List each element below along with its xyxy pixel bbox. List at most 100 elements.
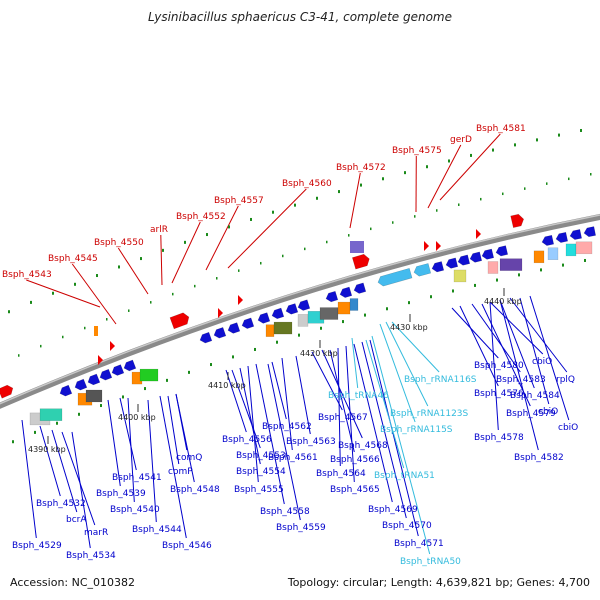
reverse-track-dot (342, 320, 344, 324)
rna-gene-label: Bsph_rRNA1123S (390, 409, 469, 419)
inner-track-dot (392, 221, 394, 224)
forward-track-dot (470, 153, 472, 157)
reverse-leader-line (345, 345, 355, 483)
reverse-track-dot (232, 355, 234, 359)
reverse-track-dot (254, 347, 256, 351)
forward-gene-label: gerD (450, 135, 472, 145)
inner-track-dot (216, 277, 218, 280)
gene-features (0, 213, 596, 426)
reverse-gene-glyph (469, 251, 483, 263)
reverse-gene-block (139, 368, 159, 382)
reverse-gene-glyph (241, 317, 255, 329)
reverse-gene-block (337, 301, 351, 315)
inner-track-dot (106, 318, 108, 321)
label-leaders (21, 133, 570, 555)
scale-label: 4400 kbp (118, 413, 156, 422)
reverse-gene-label: Bsph_4568 (338, 441, 388, 451)
reverse-gene-block (533, 250, 545, 264)
forward-gene-label: Bsph_4575 (392, 146, 442, 156)
forward-track-dot (492, 148, 494, 152)
reverse-gene-label: Bsph_4570 (382, 521, 432, 531)
reverse-gene-glyph (271, 307, 285, 320)
reverse-track-dot (122, 395, 124, 399)
reverse-gene-block (273, 321, 293, 335)
forward-track-dot (404, 171, 406, 175)
scale-label: 4420 kbp (300, 349, 338, 358)
reverse-gene-glyph (285, 303, 299, 315)
reverse-gene-glyph (569, 229, 582, 240)
forward-leader-line (439, 133, 501, 201)
forward-gene-label: Bsph_4550 (94, 238, 144, 248)
reverse-leader-line (119, 397, 137, 471)
reverse-gene-block (349, 298, 359, 311)
reverse-gene-label: Bsph_4532 (36, 499, 86, 509)
reverse-gene-glyph (59, 384, 73, 397)
forward-track-dot (206, 233, 208, 237)
reverse-gene-label: Bsph_4554 (236, 467, 286, 477)
reverse-gene-label: marR (84, 528, 108, 538)
forward-leader-line (227, 188, 307, 269)
reverse-leader-line (311, 351, 343, 411)
forward-track-dot (426, 165, 428, 169)
inner-track-dot (84, 326, 86, 330)
reverse-leader-line (239, 367, 261, 465)
reverse-gene-label: Bsph_4567 (318, 413, 368, 423)
forward-track-dot (140, 257, 142, 261)
reverse-leader-line (21, 419, 37, 539)
forward-gene-label: Bsph_4560 (282, 179, 332, 189)
rna-leader-line (379, 323, 416, 423)
rna-leader-line (371, 335, 431, 555)
forward-leader-line (117, 247, 149, 295)
rna-gene-label: Bsph_tRNA46 (328, 391, 389, 401)
forward-leader-line (160, 234, 163, 286)
forward-track-dot (8, 310, 10, 314)
reverse-gene-label: Bsph_4540 (110, 505, 160, 515)
reverse-gene-label: Bsph_4582 (514, 453, 564, 463)
reverse-gene-glyph (199, 331, 213, 344)
inner-track-dot (414, 215, 416, 218)
reverse-track-dot (584, 258, 586, 262)
reverse-gene-label: Bsph_4580 (474, 361, 524, 371)
backbone-line (0, 213, 600, 409)
reverse-track-dot (540, 268, 542, 272)
rna-leader-line (391, 321, 440, 373)
inner-track-dot (436, 209, 438, 212)
backbone-highlight (0, 214, 600, 405)
forward-track-dot (514, 143, 516, 147)
forward-gene-marker (238, 295, 243, 305)
forward-gene-label: arlR (150, 225, 168, 235)
reverse-gene-label: Bsph_4584 (510, 391, 560, 401)
forward-track-dot (536, 138, 538, 142)
reverse-track-dot (210, 363, 212, 367)
rna-gene-label: Bsph_tRNA51 (374, 471, 435, 481)
reverse-gene-glyph (353, 282, 367, 294)
reverse-gene-label: Bsph_4544 (132, 525, 182, 535)
reverse-gene-glyph (445, 257, 459, 269)
reverse-gene-glyph (227, 322, 241, 334)
reverse-track-dot (276, 340, 278, 344)
reverse-leader-line (61, 431, 96, 526)
forward-track-dot (74, 282, 76, 286)
forward-gene-label: Bsph_4557 (214, 196, 264, 206)
scale-label: 4440 kbp (484, 297, 522, 306)
rna-leader-line (351, 337, 359, 389)
reverse-track-dot (78, 412, 80, 416)
inner-track-dot (40, 344, 42, 348)
forward-track-dot (250, 217, 252, 221)
inner-track-dot (238, 269, 240, 272)
reverse-gene-block (85, 389, 103, 403)
reverse-track-dot (496, 278, 498, 282)
forward-track-dot (30, 300, 32, 304)
inner-track-dot (568, 177, 570, 181)
forward-track-dot (118, 265, 120, 269)
reverse-gene-label: rplQ (556, 375, 575, 385)
scale-label: 4430 kbp (390, 323, 428, 332)
forward-gene-marker (218, 308, 223, 318)
reverse-gene-label: comP (168, 467, 193, 477)
reverse-gene-label: Bsph_4553 (236, 451, 286, 461)
reverse-gene-label: bcrA (66, 515, 87, 525)
reverse-leader-line (147, 399, 157, 523)
forward-gene-label: Bsph_4543 (2, 270, 52, 280)
reverse-leader-line (369, 339, 419, 537)
reverse-leader-line (499, 299, 539, 451)
